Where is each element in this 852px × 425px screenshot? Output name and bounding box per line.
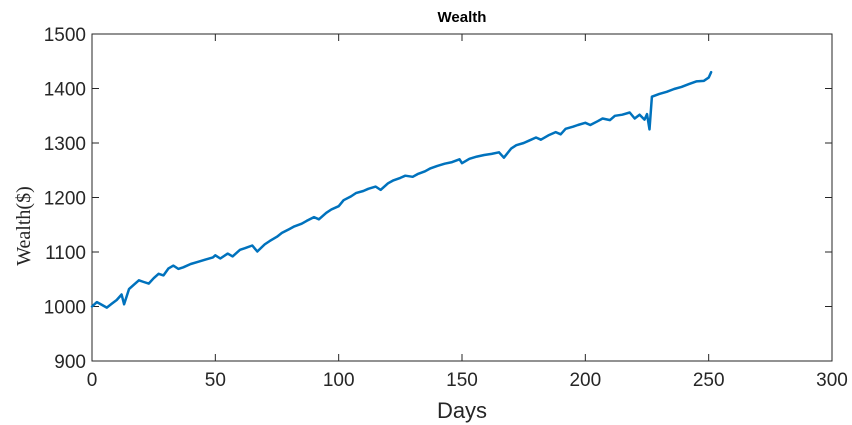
y-tick-label: 1000 bbox=[44, 298, 86, 319]
x-tick-label: 200 bbox=[569, 370, 601, 391]
x-tick-label: 100 bbox=[323, 370, 355, 391]
chart-title: Wealth bbox=[438, 9, 487, 26]
x-axis-label: Days bbox=[437, 398, 487, 423]
x-axis-ticks: 0 50 100 150 200 250 300 bbox=[87, 34, 848, 391]
y-tick-label: 1300 bbox=[44, 134, 86, 155]
y-tick-label: 1500 bbox=[44, 25, 86, 46]
wealth-series-line bbox=[90, 70, 713, 309]
y-axis-label: Wealth($) bbox=[13, 186, 35, 265]
y-tick-label: 1100 bbox=[45, 243, 86, 264]
y-tick-label: 1400 bbox=[44, 80, 86, 101]
y-tick-label: 1200 bbox=[44, 189, 86, 210]
x-tick-label: 300 bbox=[816, 370, 848, 391]
series-layer bbox=[90, 70, 713, 309]
y-tick-label: 900 bbox=[54, 352, 86, 373]
x-tick-label: 50 bbox=[205, 370, 226, 391]
y-axis-ticks: 900 1000 1100 1200 1300 1400 1500 bbox=[44, 25, 832, 373]
x-tick-label: 150 bbox=[446, 370, 478, 391]
x-tick-label: 0 bbox=[87, 370, 98, 391]
x-tick-label: 250 bbox=[693, 370, 725, 391]
